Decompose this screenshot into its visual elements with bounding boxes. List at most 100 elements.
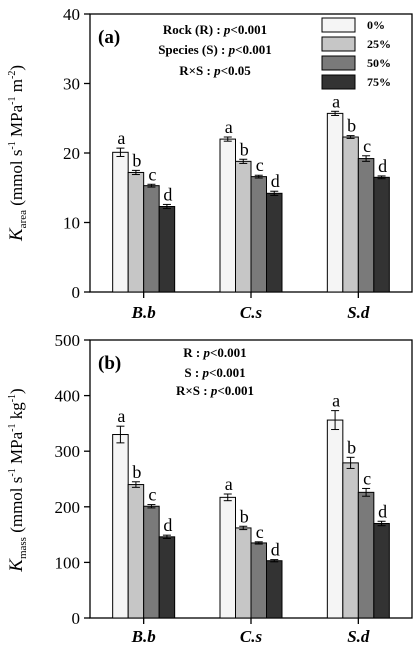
panel-b-bar <box>112 434 129 619</box>
panel-a-legend-label: 50% <box>367 56 391 70</box>
panel-a-stat-annotation: Species (S) : p<0.001 <box>158 42 272 57</box>
panel-b-ylabel-symbol: K <box>6 558 27 573</box>
panel-a-legend-label: 75% <box>367 75 391 89</box>
panel-a-significance-letter: a <box>225 117 233 137</box>
panel-b-bar <box>373 522 390 619</box>
panel-a-bar <box>266 192 283 293</box>
panel-a-stat-annotation-p: p <box>223 22 231 37</box>
panel-b-significance-letter: a <box>225 474 233 494</box>
panel-b-significance-letter: b <box>240 506 249 526</box>
panel-b-ylabel-unit: (mmol s <box>7 477 26 537</box>
panel-a-stat-annotation-prefix: Rock (R) : <box>163 22 224 37</box>
panel-b-bar <box>266 560 283 619</box>
panel-a-ylabel-unit: (mmol s <box>7 150 26 210</box>
panel-a-bar <box>342 136 359 293</box>
panel-b-bar <box>158 536 176 619</box>
panel-a-bar <box>112 151 129 293</box>
panel-a-ylabel-sup: -1 <box>7 96 18 104</box>
panel-b-stat-annotation: R×S : p<0.001 <box>176 383 254 398</box>
panel-a-bar <box>219 138 236 293</box>
panel-a-x-tick-label: C.s <box>240 303 263 322</box>
panel-a-x-tick-label: B.b <box>131 303 156 322</box>
panel-b-y-tick-label: 300 <box>55 442 81 461</box>
panel-a-bar <box>357 158 375 293</box>
panel-a-significance-letter: b <box>347 116 356 136</box>
panel-b-stat-annotation-p: p <box>203 345 211 360</box>
panel-a-stat-annotation: Rock (R) : p<0.001 <box>163 22 267 37</box>
panel-a-y-tick-label: 20 <box>63 144 80 163</box>
panel-a-y-axis-label: Karea (mmol s-1 MPa-1 m-2) <box>6 65 29 242</box>
panel-a-significance-letter: c <box>256 155 264 175</box>
panel-b-stat-annotation-value: <0.001 <box>217 383 254 398</box>
panel-a-label: (a) <box>98 27 120 48</box>
panel-b-bar <box>127 484 145 619</box>
panel-b-significance-letter: c <box>256 522 264 542</box>
panel-a-legend-label: 25% <box>367 37 391 51</box>
panel-a-y-tick-label: 30 <box>63 75 80 94</box>
panel-b-ylabel-unit: kg <box>7 402 26 424</box>
panel-b-y-tick-label: 0 <box>72 609 81 628</box>
panel-b-stat-annotation-prefix: R : <box>183 345 203 360</box>
panel-a-significance-letter: d <box>378 156 387 176</box>
panel-b-bar <box>219 496 236 619</box>
panel-b-y-tick-label: 500 <box>55 331 81 350</box>
panel-a-y-tick-label: 0 <box>72 283 81 302</box>
panel-a-ylabel-symbol: K <box>6 227 27 242</box>
panel-b-y-axis-label: Kmass (mmol s-1 MPa-1 kg-1) <box>6 388 29 572</box>
panel-a-stat-annotation: R×S : p<0.05 <box>179 63 251 78</box>
panel-b-bar <box>326 419 344 619</box>
panel-a-stat-annotation-p: p <box>213 63 221 78</box>
panel-b-significance-letter: a <box>117 406 125 426</box>
panel-b-significance-letter: d <box>163 515 172 535</box>
panel-b-stat-annotation-p: p <box>210 383 218 398</box>
panel-b-stat-annotation: R : p<0.001 <box>183 345 246 360</box>
panel-b-significance-letter: c <box>148 485 156 505</box>
panel-a-legend-swatch <box>321 17 356 33</box>
panel-a-stat-annotation-prefix: R×S : <box>179 63 214 78</box>
panel-b-significance-letter: b <box>132 462 141 482</box>
panel-a-significance-letter: c <box>363 136 371 156</box>
panel-a-legend-swatch <box>321 55 356 71</box>
panel-b-ylabel-sup: -1 <box>7 394 18 402</box>
panel-b-bar <box>235 527 252 619</box>
panel-b-significance-letter: c <box>363 468 371 488</box>
panel-a-significance-letter: b <box>240 139 249 159</box>
panel-b-stat-annotation-prefix: S : <box>184 365 202 380</box>
panel-a-stat-annotation-value: <0.05 <box>221 63 252 78</box>
panel-b-stat-annotation-p: p <box>201 365 209 380</box>
panel-a-stat-annotation-value: <0.001 <box>230 22 267 37</box>
panel-a-bar <box>235 160 252 293</box>
panel-b-ylabel-sup: -1 <box>7 468 18 476</box>
panel-a-stat-annotation-value: <0.001 <box>235 42 272 57</box>
panel-a-x-tick-label: S.d <box>347 303 370 322</box>
panel-b-bar <box>357 491 375 619</box>
panel-b-y-tick-label: 100 <box>55 553 81 572</box>
panel-a-significance-letter: d <box>163 184 172 204</box>
panel-a-legend-swatch <box>321 74 356 90</box>
panel-a-significance-letter: a <box>117 128 125 148</box>
panel-b-stat-annotation-value: <0.001 <box>209 365 246 380</box>
panel-a-bar <box>373 176 390 293</box>
panel-a-legend-label: 0% <box>367 18 385 32</box>
panel-b-significance-letter: d <box>378 501 387 521</box>
panel-a-ylabel-sup: -2 <box>7 71 18 79</box>
panel-b-stat-annotation-value: <0.001 <box>210 345 247 360</box>
panel-b-ylabel-unit: ) <box>7 388 26 394</box>
panel-a-ylabel-unit: ) <box>7 65 26 71</box>
panel-a-stat-annotation-p: p <box>228 42 236 57</box>
panel-a-stat-annotation-prefix: Species (S) : <box>158 42 228 57</box>
panel-a-y-tick-label: 10 <box>63 214 80 233</box>
panel-b-stat-annotation: S : p<0.001 <box>184 365 245 380</box>
panel-a-significance-letter: c <box>148 164 156 184</box>
panel-b-bar <box>342 462 359 619</box>
panel-a-significance-letter: d <box>271 171 280 191</box>
panel-a-bar <box>127 171 145 293</box>
panel-b-x-tick-label: S.d <box>347 627 370 646</box>
panel-a-ylabel-sup: -1 <box>7 141 18 149</box>
panel-b-y-tick-label: 400 <box>55 387 81 406</box>
panel-b-bar <box>143 505 160 619</box>
panel-b-bar <box>250 542 267 619</box>
